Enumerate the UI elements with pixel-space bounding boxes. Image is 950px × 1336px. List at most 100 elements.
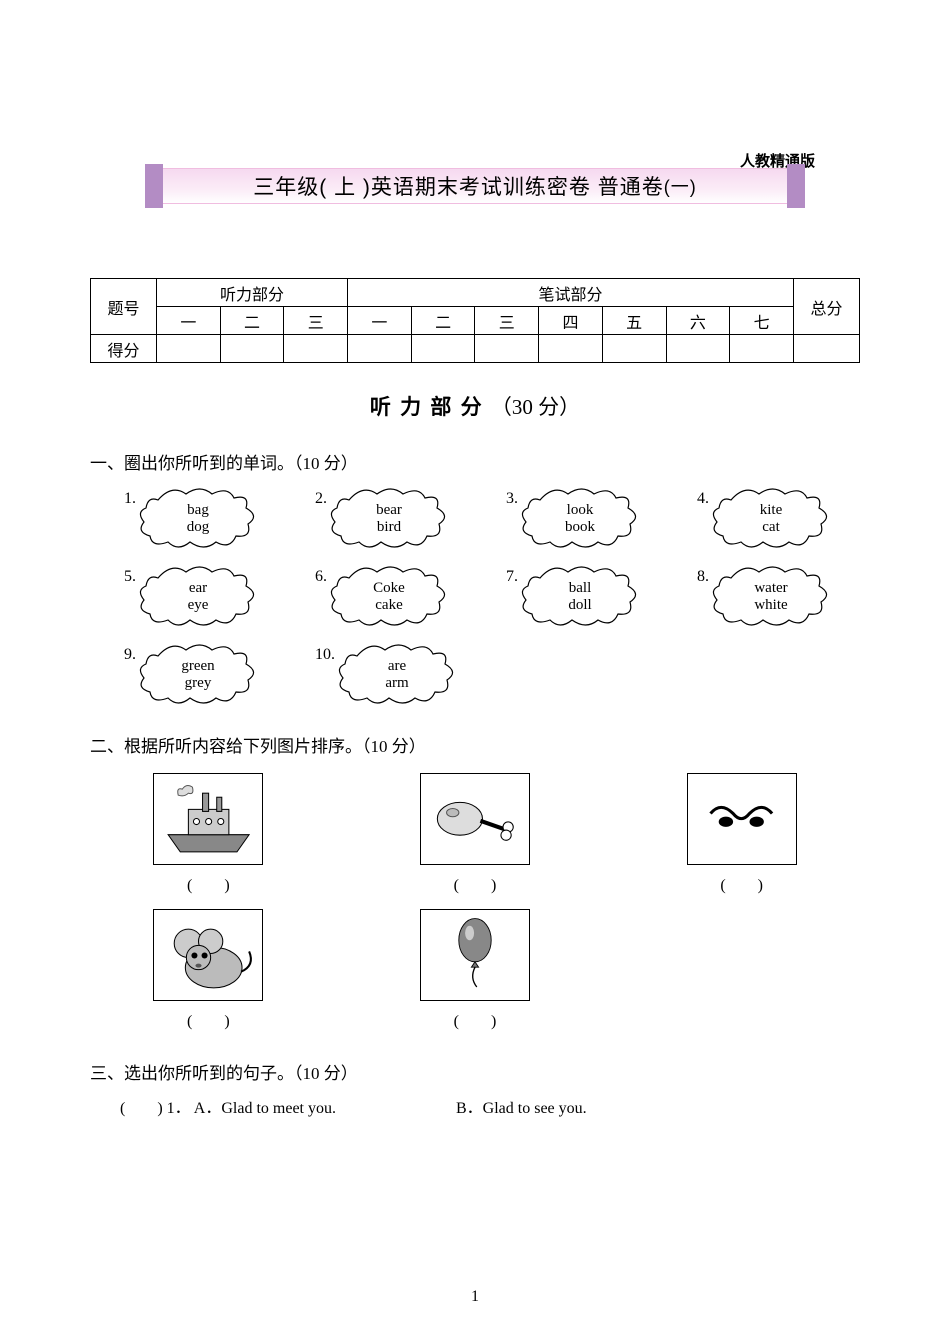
title-suffix: (一) — [664, 173, 697, 199]
written-col-3: 三 — [475, 307, 539, 335]
cloud-num: 5. — [124, 566, 136, 586]
balloon-icon — [420, 909, 530, 1001]
score-cell — [666, 335, 730, 363]
banner-left-bar — [145, 164, 163, 208]
nose-icon — [687, 773, 797, 865]
written-col-7: 七 — [730, 307, 794, 335]
listening-col-3: 三 — [284, 307, 348, 335]
q3-optA: A．Glad to meet you. — [194, 1100, 336, 1117]
written-col-5: 五 — [602, 307, 666, 335]
ship-icon — [153, 773, 263, 865]
cloud-shape: Cokecake — [329, 566, 449, 626]
cloud-item: 7. balldoll — [506, 566, 661, 626]
listening-header: 听力部分 — [157, 279, 348, 307]
cloud-item: 4. kitecat — [697, 488, 852, 548]
q1-heading: 一、圈出你所听到的单词。（10 分） — [90, 449, 860, 474]
cloud-item: 10. arearm — [315, 644, 470, 704]
cloud-shape: balldoll — [520, 566, 640, 626]
q2-blank: ( ) — [663, 871, 820, 895]
cloud-shape: bagdog — [138, 488, 258, 548]
cloud-num: 9. — [124, 644, 136, 664]
cloud-shape: eareye — [138, 566, 258, 626]
cloud-num: 3. — [506, 488, 518, 508]
written-header: 笔试部分 — [348, 279, 794, 307]
cloud-item: 8. waterwhite — [697, 566, 852, 626]
listening-title-kai: 听 力 部 分 — [370, 395, 484, 419]
cloud-item: 6. Cokecake — [315, 566, 470, 626]
cloud-text: bearbird — [329, 502, 449, 536]
score-cell — [730, 335, 794, 363]
score-cell — [220, 335, 284, 363]
q2-cell: ( ) — [130, 773, 287, 895]
title-main: 三年级( 上 )英语期末考试训练密卷 普通卷 — [253, 171, 664, 201]
cloud-item: 1. bagdog — [124, 488, 279, 548]
cloud-num: 6. — [315, 566, 327, 586]
q2-cell: ( ) — [130, 909, 287, 1031]
q3-heading: 三、选出你所听到的句子。（10 分） — [90, 1059, 860, 1084]
cloud-text: greengrey — [138, 658, 258, 692]
q2-blank: ( ) — [397, 871, 554, 895]
mouse-icon — [153, 909, 263, 1001]
q2-cell: ( ) — [663, 773, 820, 895]
cloud-text: lookbook — [520, 502, 640, 536]
cloud-num: 4. — [697, 488, 709, 508]
cloud-text: arearm — [337, 658, 457, 692]
q2-cell: ( ) — [397, 773, 554, 895]
written-col-2: 二 — [411, 307, 475, 335]
cloud-shape: greengrey — [138, 644, 258, 704]
written-col-4: 四 — [539, 307, 603, 335]
cloud-item: 9. greengrey — [124, 644, 279, 704]
score-cell — [602, 335, 666, 363]
written-col-6: 六 — [666, 307, 730, 335]
cloud-item: 3. lookbook — [506, 488, 661, 548]
cloud-text: bagdog — [138, 502, 258, 536]
written-col-1: 一 — [348, 307, 412, 335]
cloud-text: waterwhite — [711, 580, 831, 614]
score-cell — [157, 335, 221, 363]
listening-section-title: 听 力 部 分 （30 分） — [90, 391, 860, 421]
row1-label: 题号 — [91, 279, 157, 335]
listening-title-points: （30 分） — [491, 395, 580, 419]
q3-optB: B．Glad to see you. — [456, 1094, 587, 1118]
score-cell — [539, 335, 603, 363]
listening-col-1: 一 — [157, 307, 221, 335]
q3-paren: ( ) 1． — [120, 1100, 191, 1117]
cloud-num: 7. — [506, 566, 518, 586]
cloud-num: 2. — [315, 488, 327, 508]
cloud-num: 1. — [124, 488, 136, 508]
cloud-shape: arearm — [337, 644, 457, 704]
q2-heading: 二、根据所听内容给下列图片排序。（10 分） — [90, 732, 860, 757]
q2-blank: ( ) — [397, 1007, 554, 1031]
row3-label: 得分 — [91, 335, 157, 363]
cloud-text: eareye — [138, 580, 258, 614]
score-table: 题号 听力部分 笔试部分 总分 一 二 三 一 二 三 四 五 六 七 得分 — [90, 278, 860, 363]
score-cell — [284, 335, 348, 363]
page-number: 1 — [0, 1288, 950, 1306]
cloud-text: Cokecake — [329, 580, 449, 614]
cloud-num: 8. — [697, 566, 709, 586]
cloud-item: 2. bearbird — [315, 488, 470, 548]
q1-items: 1. bagdog 2. bearbird 3. lookbook 4. kit… — [90, 488, 860, 704]
score-cell — [475, 335, 539, 363]
q2-blank: ( ) — [130, 871, 287, 895]
banner-mid: 三年级( 上 )英语期末考试训练密卷 普通卷 (一) — [163, 168, 787, 204]
cloud-item: 5. eareye — [124, 566, 279, 626]
score-cell — [348, 335, 412, 363]
q2-items: ( ) ( ) ( ) ( ) ( ) — [90, 773, 860, 1031]
cloud-text: balldoll — [520, 580, 640, 614]
cloud-text: kitecat — [711, 502, 831, 536]
banner-right-bar — [787, 164, 805, 208]
cloud-shape: waterwhite — [711, 566, 831, 626]
cloud-num: 10. — [315, 644, 335, 664]
listening-col-2: 二 — [220, 307, 284, 335]
total-header: 总分 — [794, 279, 860, 335]
chicken-leg-icon — [420, 773, 530, 865]
score-cell — [411, 335, 475, 363]
title-banner: 三年级( 上 )英语期末考试训练密卷 普通卷 (一) — [145, 164, 805, 208]
q2-blank: ( ) — [130, 1007, 287, 1031]
cloud-shape: kitecat — [711, 488, 831, 548]
cloud-shape: bearbird — [329, 488, 449, 548]
score-cell — [794, 335, 860, 363]
q2-cell: ( ) — [397, 909, 554, 1031]
cloud-shape: lookbook — [520, 488, 640, 548]
